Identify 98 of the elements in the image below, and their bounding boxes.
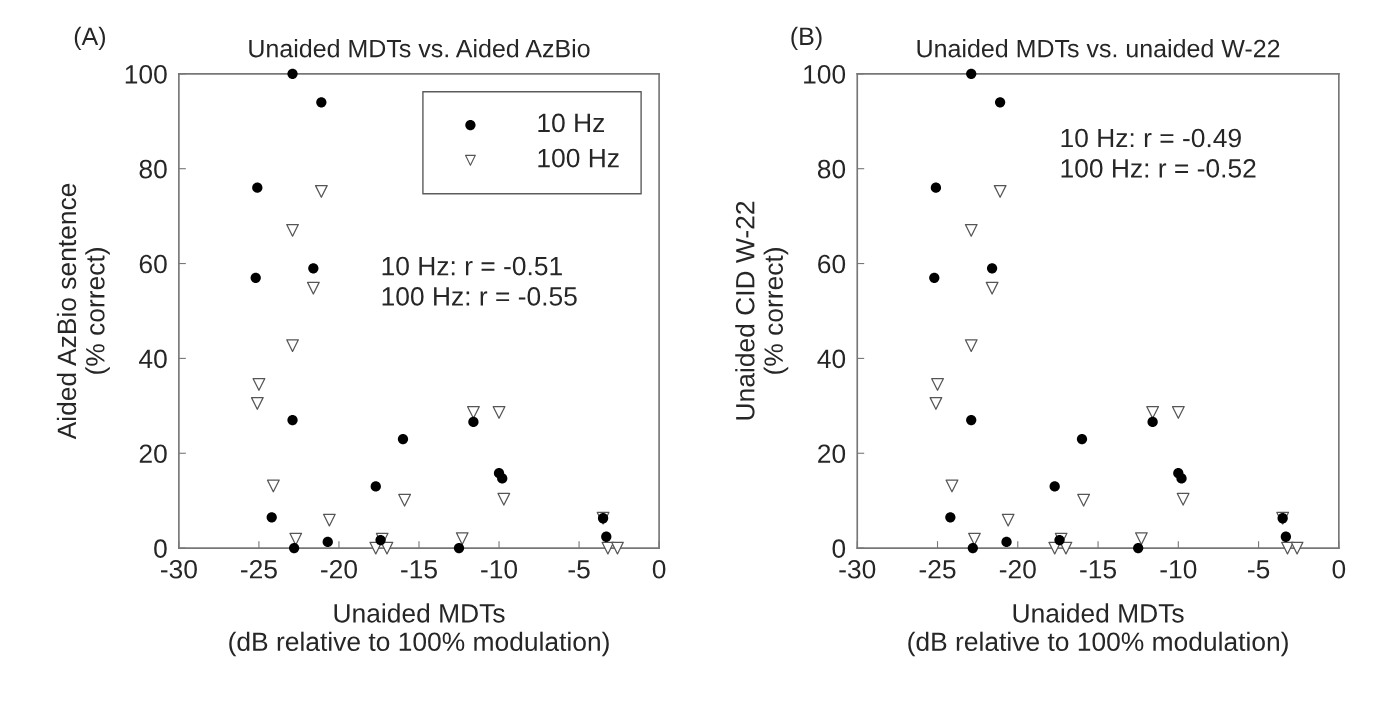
point [453, 542, 465, 554]
point [316, 97, 327, 108]
y-tick-label: 20 [139, 444, 167, 464]
point [492, 406, 506, 419]
point [289, 532, 303, 546]
point [397, 433, 409, 445]
point [466, 406, 480, 419]
x-tick-label: -10 [481, 559, 518, 579]
point [1049, 481, 1060, 492]
x-tick-label: -20 [321, 559, 357, 579]
y-axis-title: Aided AzBio sentence (% correct) [56, 183, 110, 440]
point [250, 397, 264, 410]
point [468, 416, 479, 428]
point [1001, 513, 1015, 527]
point [252, 378, 266, 391]
point [322, 513, 336, 527]
x-tick-label: -30 [839, 559, 876, 579]
legend-label: 10 Hz [538, 113, 605, 133]
y-tick-label: 100 [804, 64, 846, 84]
point [287, 68, 298, 79]
point [266, 479, 280, 493]
x-tick-label: -15 [1080, 560, 1117, 579]
x-tick-label: 0 [652, 559, 666, 579]
point [966, 68, 977, 79]
x-tick-label: -10 [1160, 559, 1197, 579]
point [1280, 531, 1292, 542]
x-axis-title: Unaided MDTs (dB relative to 100% modulation) [229, 603, 609, 657]
chart-title: Unaided MDTs vs. unaided W-22 [917, 39, 1280, 58]
point [1133, 542, 1144, 554]
point [1147, 416, 1158, 428]
point [964, 339, 978, 353]
point [287, 414, 298, 426]
point [1171, 406, 1185, 419]
point [945, 512, 956, 523]
point [1001, 536, 1012, 548]
x-tick-label: 0 [1332, 559, 1346, 579]
point [497, 473, 508, 484]
point [314, 185, 328, 198]
point [985, 281, 999, 295]
point [286, 223, 299, 237]
y-axis-title: Unaided CID W-22 (% correct) [735, 201, 789, 420]
point [1134, 532, 1148, 546]
x-tick-label: -5 [1248, 560, 1270, 579]
point [986, 263, 998, 274]
point [266, 512, 277, 523]
point [967, 542, 978, 554]
annotation: 10 Hz: r = -0.51 100 Hz: r = -0.55 [382, 256, 577, 306]
y-tick-label: 60 [818, 254, 846, 274]
point [1077, 493, 1091, 507]
point [601, 541, 615, 555]
legend-label: 100 Hz [538, 148, 619, 168]
point [993, 185, 1007, 198]
point [308, 263, 319, 274]
y-tick-label: 80 [139, 159, 167, 179]
annotation: 10 Hz: r = -0.49 100 Hz: r = -0.52 [1061, 128, 1256, 178]
point [994, 97, 1006, 108]
point [370, 481, 381, 492]
point [306, 281, 320, 295]
point [1146, 406, 1160, 419]
y-tick-label: 100 [125, 64, 167, 84]
text: (B) [791, 26, 822, 51]
point [1176, 473, 1187, 484]
point [322, 536, 333, 548]
point [1290, 541, 1304, 555]
point [601, 531, 612, 542]
y-tick-label: 80 [817, 159, 846, 179]
point [398, 493, 412, 507]
x-axis-title: Unaided MDTs (dB relative to 100% modulation) [908, 603, 1288, 657]
x-tick-label: -20 [999, 559, 1036, 579]
point [455, 532, 469, 546]
y-tick-label: 20 [818, 444, 846, 464]
point [1076, 433, 1088, 445]
point [286, 339, 299, 353]
x-tick-label: -25 [919, 559, 956, 579]
chart-title: Unaided MDTs vs. Aided AzBio [249, 39, 590, 58]
x-tick-label: -15 [401, 560, 437, 579]
x-tick-label: -25 [241, 559, 277, 579]
y-tick-label: 60 [139, 254, 167, 274]
point [611, 541, 624, 555]
point [929, 272, 940, 283]
point [1176, 492, 1190, 506]
point [250, 272, 261, 283]
point [945, 479, 959, 493]
point [964, 223, 978, 237]
point [497, 492, 511, 506]
point [931, 378, 944, 391]
point [252, 182, 263, 193]
y-tick-label: 40 [139, 349, 167, 369]
x-tick-label: -5 [568, 560, 590, 579]
point [929, 397, 943, 410]
x-tick-label: -30 [160, 559, 197, 579]
y-tick-label: 0 [832, 539, 846, 558]
y-tick-label: 40 [817, 349, 846, 369]
text: (A) [74, 26, 105, 51]
y-tick-label: 0 [154, 539, 167, 558]
point [966, 414, 977, 426]
point [930, 182, 942, 193]
point [288, 542, 300, 554]
